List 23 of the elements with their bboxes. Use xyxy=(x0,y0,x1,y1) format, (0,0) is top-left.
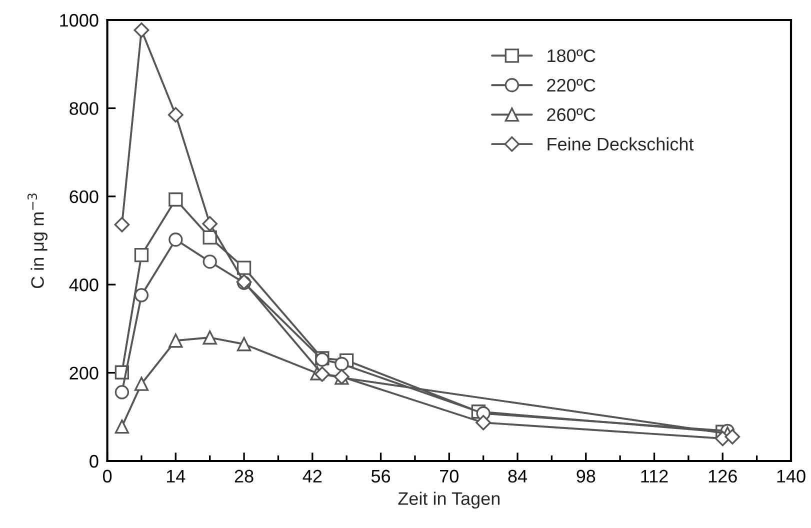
x-tick-label: 42 xyxy=(302,470,322,482)
legend-label: 180ºC xyxy=(548,49,596,62)
y-axis-title: C in μg m$^{−3}$ xyxy=(27,194,48,288)
y-tick-label: 200 xyxy=(70,366,98,380)
x-tick-label: 98 xyxy=(576,470,596,483)
x-tick-label: 126 xyxy=(708,470,737,483)
x-tick-label: 14 xyxy=(167,470,186,482)
y-tick-label: 600 xyxy=(70,190,98,204)
y-tick-label: 0 xyxy=(90,454,98,468)
x-tick-label: 140 xyxy=(777,470,806,483)
x-tick-label: 70 xyxy=(440,470,458,483)
x-tick-label: 112 xyxy=(641,470,668,482)
legend-label: 260ºC xyxy=(547,108,596,122)
x-tick-label: 56 xyxy=(371,470,390,483)
y-tick-label: 800 xyxy=(70,102,98,115)
y-tick-label: 1000 xyxy=(60,14,98,27)
y-tick-label: 400 xyxy=(69,278,98,292)
x-axis-title: Zeit in Tagen xyxy=(398,492,500,509)
legend-label: 220ºC xyxy=(547,78,596,92)
x-tick-label: 84 xyxy=(508,470,528,483)
legend-label: Feine Deckschicht xyxy=(548,137,694,151)
x-tick-label: 0 xyxy=(102,470,112,483)
x-tick-label: 28 xyxy=(234,470,254,483)
